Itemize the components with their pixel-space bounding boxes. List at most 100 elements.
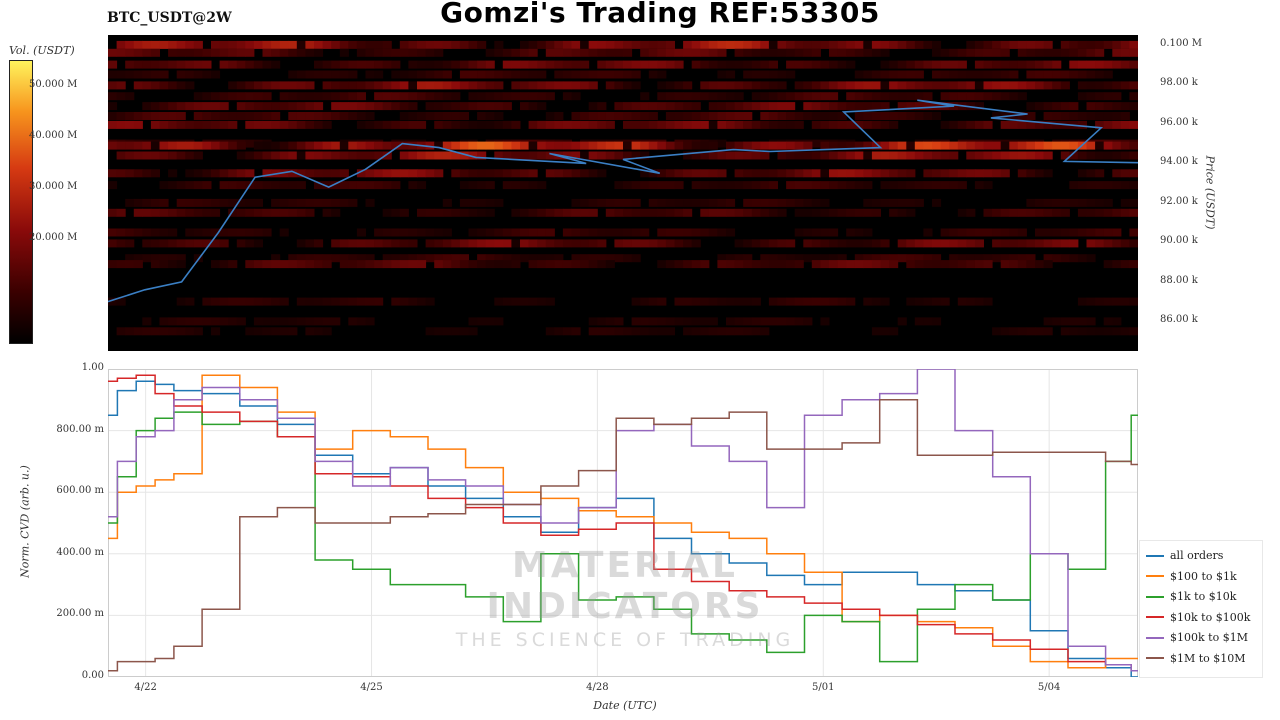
heatmap-cell (811, 169, 821, 178)
heatmap-cell (966, 70, 976, 79)
heatmap-cell (1069, 198, 1079, 207)
heatmap-cell (211, 260, 221, 269)
heatmap-cell (108, 208, 118, 217)
heatmap-cell (168, 181, 178, 190)
heatmap-cell (1120, 327, 1130, 336)
heatmap-cell (176, 254, 186, 263)
heatmap-cell (683, 92, 693, 101)
heatmap-cell (751, 151, 761, 160)
heatmap-cell (743, 70, 753, 79)
heatmap-cell (150, 102, 160, 111)
heatmap-cell (811, 297, 821, 306)
heatmap-cell (674, 81, 684, 90)
heatmap-cell (288, 141, 298, 150)
heatmap-cell (193, 228, 203, 237)
heatmap-cell (940, 239, 950, 248)
heatmap-cell (1026, 169, 1036, 178)
heatmap-cell (511, 92, 521, 101)
heatmap-cell (623, 151, 633, 160)
heatmap-cell (914, 60, 924, 69)
heatmap-cell (374, 60, 384, 69)
heatmap-cell (451, 92, 461, 101)
heatmap-cell (923, 81, 933, 90)
heatmap-cell (940, 92, 950, 101)
heatmap-cell (168, 254, 178, 263)
heatmap-cell (717, 81, 727, 90)
heatmap-cell (614, 254, 624, 263)
heatmap-cell (1035, 260, 1045, 269)
heatmap-cell (605, 254, 615, 263)
heatmap-cell (365, 70, 375, 79)
heatmap-cell (1086, 169, 1096, 178)
heatmap-cell (236, 60, 246, 69)
heatmap-cell (1086, 70, 1096, 79)
heatmap-cell (193, 92, 203, 101)
heatmap-cell (974, 102, 984, 111)
heatmap-cell (700, 40, 710, 49)
heatmap-cell (262, 297, 272, 306)
heatmap-cell (854, 40, 864, 49)
heatmap-cell (786, 141, 796, 150)
heatmap-cell (734, 297, 744, 306)
heatmap-cell (399, 151, 409, 160)
heatmap-cell (133, 112, 143, 120)
heatmap-cell (133, 260, 143, 269)
heatmap-cell (726, 92, 736, 101)
heatmap-cell (348, 141, 358, 150)
heatmap-cell (125, 60, 135, 69)
heatmap-cell (356, 92, 366, 101)
heatmap-cell (502, 48, 512, 57)
heatmap-cell (494, 239, 504, 248)
heatmap-cell (296, 102, 306, 111)
heatmap-cell (640, 181, 650, 190)
heatmap-cell (391, 92, 401, 101)
heatmap-cell (1069, 70, 1079, 79)
heatmap-cell (185, 102, 195, 111)
heatmap-cell (657, 198, 667, 207)
heatmap-cell (468, 181, 478, 190)
heatmap-cell (1026, 40, 1036, 49)
heatmap-cell (794, 297, 804, 306)
heatmap-cell (348, 260, 358, 269)
heatmap-cell (906, 81, 916, 90)
heatmap-cell (451, 239, 461, 248)
heatmap-cell (305, 151, 315, 160)
heatmap-cell (279, 92, 289, 101)
heatmap-cell (923, 181, 933, 190)
heatmap-cell (202, 48, 212, 57)
heatmap-cell (880, 120, 890, 129)
heatmap-cell (116, 141, 126, 150)
heatmap-cell (1103, 141, 1113, 150)
heatmap-cell (854, 254, 864, 263)
heatmap-cell (399, 112, 409, 120)
heatmap-cell (322, 198, 332, 207)
heatmap-cell (382, 102, 392, 111)
heatmap-cell (1035, 169, 1045, 178)
heatmap-cell (846, 208, 856, 217)
heatmap-cell (150, 112, 160, 120)
heatmap-cell (648, 169, 658, 178)
heatmap-cell (871, 151, 881, 160)
heatmap-cell (219, 239, 229, 248)
heatmap-cell (734, 151, 744, 160)
heatmap-cell (193, 112, 203, 120)
heatmap-cell (700, 208, 710, 217)
heatmap-cell (837, 260, 847, 269)
price-tick: 94.00 k (1160, 156, 1198, 168)
heatmap-cell (442, 239, 452, 248)
heatmap-cell (1052, 228, 1062, 237)
heatmap-cell (1077, 297, 1087, 306)
heatmap-cell (623, 254, 633, 263)
heatmap-cell (768, 60, 778, 69)
heatmap-cell (185, 297, 195, 306)
heatmap-cell (597, 239, 607, 248)
heatmap-cell (434, 228, 444, 237)
heatmap-cell (623, 327, 633, 336)
heatmap-cell (1129, 239, 1138, 248)
heatmap-cell (1017, 228, 1027, 237)
heatmap-cell (906, 70, 916, 79)
heatmap-cell (623, 239, 633, 248)
heatmap-cell (253, 60, 263, 69)
heatmap-cell (726, 112, 736, 120)
heatmap-cell (408, 169, 418, 178)
